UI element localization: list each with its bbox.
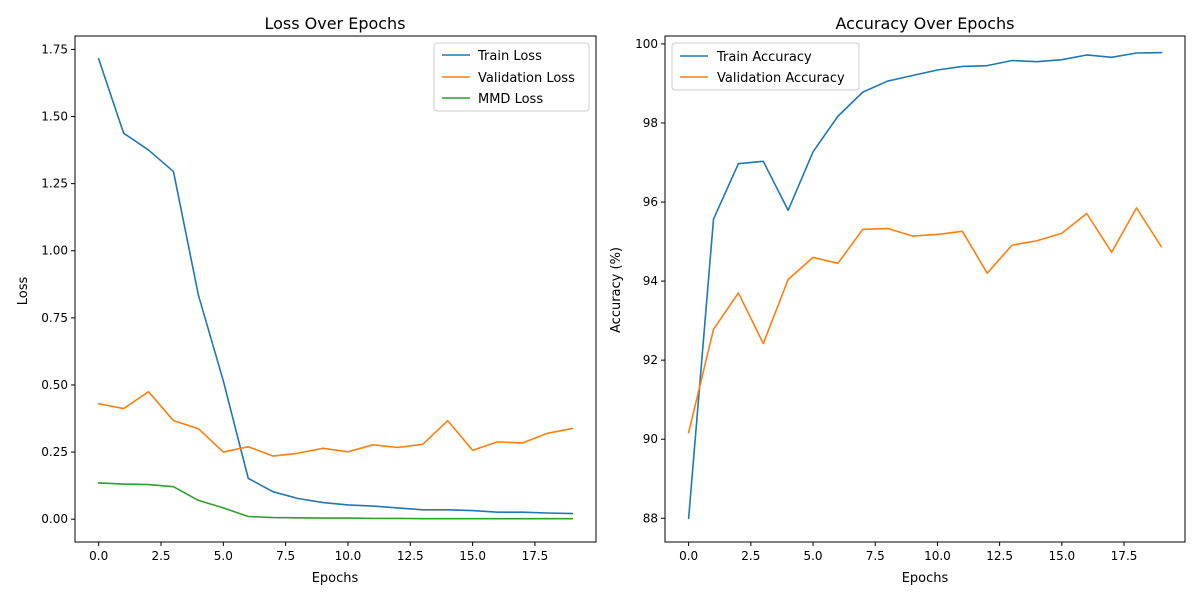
legend-label-train-accuracy: Train Accuracy bbox=[716, 50, 812, 65]
series-line-mmd-loss bbox=[97, 482, 574, 520]
accuracy-chart-title: Accuracy Over Epochs bbox=[835, 14, 1014, 33]
accuracy-x-tick-label: 10.0 bbox=[924, 549, 951, 563]
accuracy-legend-box bbox=[671, 42, 860, 91]
accuracy-x-tick-label: 2.5 bbox=[741, 549, 760, 563]
legend-label-validation-loss: Validation Loss bbox=[478, 71, 575, 86]
series-line-validation-accuracy bbox=[687, 207, 1163, 434]
loss-x-tick-label: 12.5 bbox=[397, 549, 424, 563]
loss-chart: Loss Over Epochs Epochs Loss 0.0 2.5 5.0 7.… bbox=[16, 14, 597, 586]
loss-chart-title: Loss Over Epochs bbox=[264, 14, 405, 33]
loss-y-tick-label: 1.25 bbox=[41, 177, 68, 191]
series-line-train-loss bbox=[97, 57, 574, 515]
accuracy-y-tick-label: 90 bbox=[643, 432, 658, 446]
loss-y-tick-label: 0.50 bbox=[41, 378, 68, 392]
accuracy-y-axis-label: Accuracy (%) bbox=[609, 247, 624, 333]
accuracy-x-tick-label: 0.0 bbox=[679, 549, 698, 563]
accuracy-y-tick-label: 96 bbox=[643, 195, 658, 209]
loss-x-tick-label: 7.5 bbox=[276, 549, 295, 563]
accuracy-series-lines bbox=[687, 51, 1163, 520]
loss-y-tick-label: 1.75 bbox=[41, 42, 68, 56]
accuracy-x-tick-label: 17.5 bbox=[1111, 549, 1138, 563]
loss-x-tick-label: 2.5 bbox=[151, 549, 170, 563]
accuracy-y-tick-label: 88 bbox=[643, 511, 658, 525]
legend-label-validation-accuracy: Validation Accuracy bbox=[717, 71, 845, 86]
loss-y-tick-label: 1.50 bbox=[41, 110, 68, 124]
loss-y-tick-label: 0.00 bbox=[41, 512, 68, 526]
series-line-train-accuracy bbox=[687, 51, 1163, 520]
loss-y-tick-label: 0.25 bbox=[41, 445, 68, 459]
accuracy-chart: Accuracy Over Epochs Epochs Accuracy (%)… bbox=[609, 14, 1186, 586]
loss-y-tick-label: 1.00 bbox=[41, 244, 68, 258]
accuracy-plot-frame bbox=[664, 35, 1186, 543]
loss-x-axis-label: Epochs bbox=[312, 571, 359, 586]
accuracy-x-tick-label: 7.5 bbox=[866, 549, 885, 563]
loss-ticks: 0.0 2.5 5.0 7.5 10.0 12.5 15.0 17.5 0.00 0.25 0.50… bbox=[41, 42, 548, 563]
accuracy-x-axis-label: Epochs bbox=[902, 571, 949, 586]
accuracy-x-tick-label: 12.5 bbox=[986, 549, 1013, 563]
loss-legend: Train Loss Validation Loss MMD Loss bbox=[433, 42, 590, 112]
loss-x-tick-label: 0.0 bbox=[89, 549, 108, 563]
accuracy-x-tick-label: 15.0 bbox=[1048, 549, 1075, 563]
loss-x-tick-label: 5.0 bbox=[214, 549, 233, 563]
accuracy-legend: Train Accuracy Validation Accuracy bbox=[671, 42, 860, 91]
accuracy-x-tick-label: 5.0 bbox=[803, 549, 822, 563]
loss-x-tick-label: 10.0 bbox=[335, 549, 362, 563]
legend-label-mmd-loss: MMD Loss bbox=[478, 92, 543, 107]
loss-y-tick-label: 0.75 bbox=[41, 311, 68, 325]
loss-legend-box bbox=[433, 42, 590, 112]
legend-label-train-loss: Train Loss bbox=[477, 49, 542, 64]
loss-x-tick-label: 15.0 bbox=[459, 549, 486, 563]
loss-series-lines bbox=[97, 57, 574, 520]
accuracy-y-tick-label: 92 bbox=[643, 353, 658, 367]
loss-y-axis-label: Loss bbox=[16, 277, 31, 306]
loss-x-tick-label: 17.5 bbox=[522, 549, 549, 563]
accuracy-y-tick-label: 98 bbox=[643, 116, 658, 130]
series-line-validation-loss bbox=[97, 390, 574, 457]
accuracy-ticks: 0.0 2.5 5.0 7.5 10.0 12.5 15.0 17.5 88 90 92 94 96 98… bbox=[635, 37, 1137, 563]
accuracy-y-tick-label: 100 bbox=[635, 37, 658, 51]
loss-plot-frame bbox=[74, 35, 597, 543]
accuracy-y-tick-label: 94 bbox=[643, 274, 658, 288]
